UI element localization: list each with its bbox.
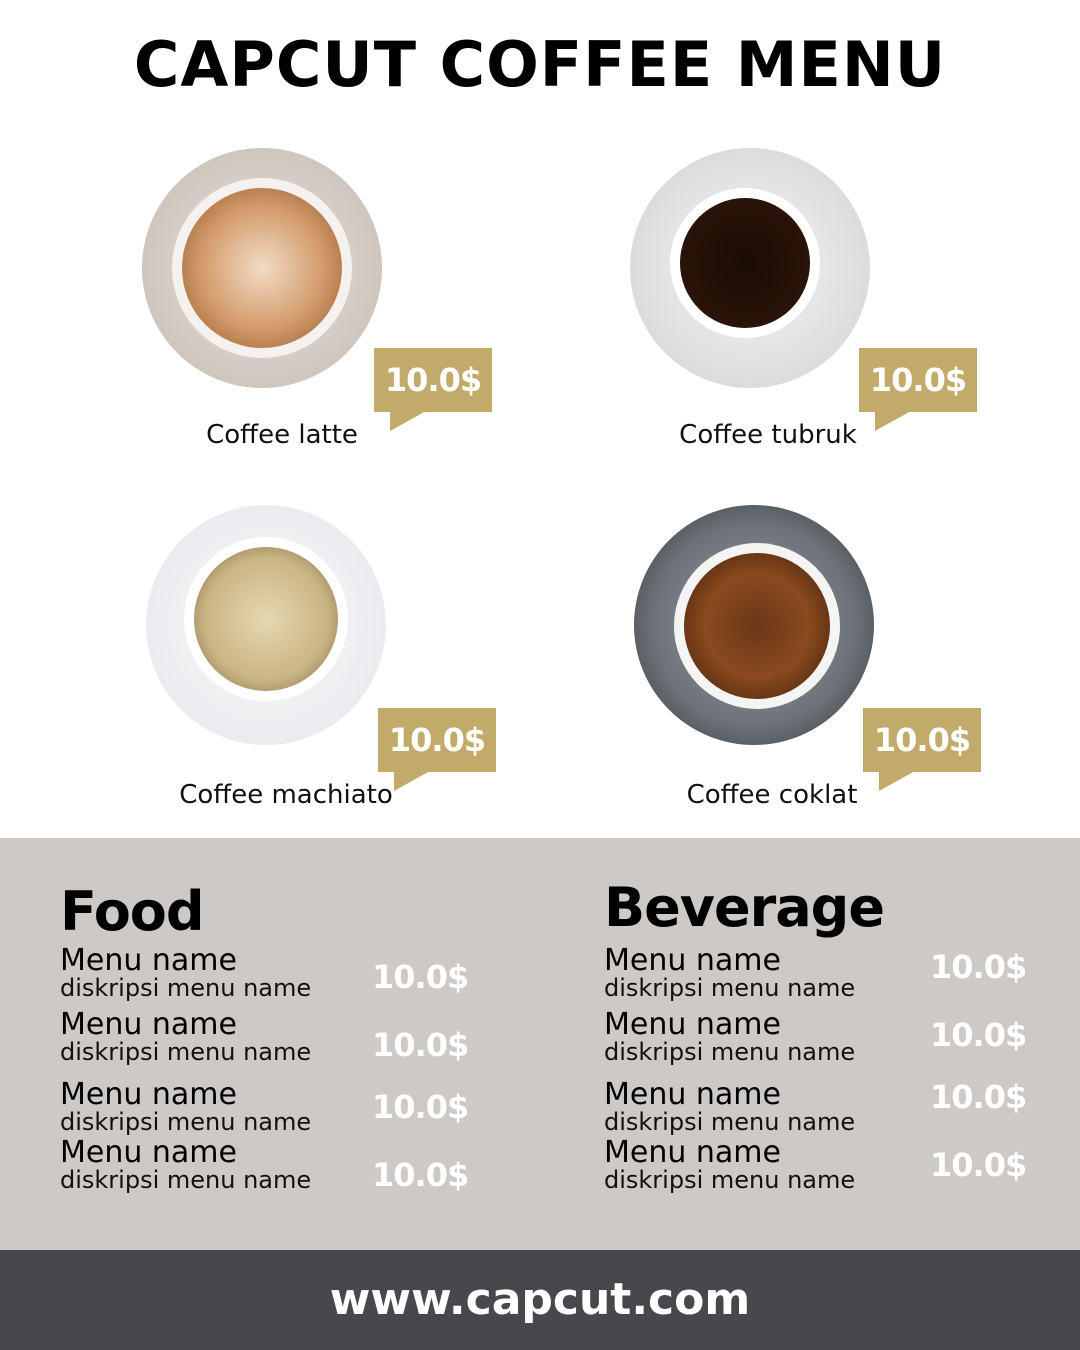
menu-item-price: 10.0$ <box>930 948 1027 986</box>
coffee-tubruk-image <box>630 148 870 388</box>
menu-item-name: Menu name <box>604 1077 781 1112</box>
menu-item-name: Menu name <box>60 943 237 978</box>
menu-item-description: diskripsi menu name <box>604 1108 856 1136</box>
food-heading: Food <box>60 880 205 943</box>
menu-item-price: 10.0$ <box>930 1078 1027 1116</box>
menu-item-price: 10.0$ <box>372 1088 469 1126</box>
menu-item-description: diskripsi menu name <box>604 974 856 1002</box>
coffee-name: Coffee machiato <box>179 780 393 810</box>
menu-item-price: 10.0$ <box>930 1146 1027 1184</box>
menu-item-name: Menu name <box>60 1007 237 1042</box>
menu-item-price: 10.0$ <box>372 958 469 996</box>
menu-list-section: Food Beverage Menu name diskripsi menu na… <box>0 838 1080 1250</box>
coffee-coklat-image <box>634 505 874 745</box>
menu-item-name: Menu name <box>60 1135 237 1170</box>
coffee-name: Coffee tubruk <box>679 420 857 450</box>
menu-item-description: diskripsi menu name <box>60 974 312 1002</box>
menu-item-description: diskripsi menu name <box>60 1038 312 1066</box>
menu-item-name: Menu name <box>604 943 781 978</box>
menu-item-price: 10.0$ <box>372 1156 469 1194</box>
coffee-name: Coffee latte <box>206 420 358 450</box>
menu-item-description: diskripsi menu name <box>604 1038 856 1066</box>
coffee-machiato-image <box>146 505 386 745</box>
menu-item-name: Menu name <box>604 1135 781 1170</box>
coffee-latte-image <box>142 148 382 388</box>
beverage-heading: Beverage <box>604 876 885 939</box>
menu-item-name: Menu name <box>604 1007 781 1042</box>
menu-item-description: diskripsi menu name <box>604 1166 856 1194</box>
price-tag: 10.0$ <box>378 708 496 791</box>
price-tag: 10.0$ <box>374 348 492 431</box>
menu-item-description: diskripsi menu name <box>60 1166 312 1194</box>
website-url: www.capcut.com <box>0 1250 1080 1350</box>
price-tag: 10.0$ <box>859 348 977 431</box>
page-title: CAPCUT COFFEE MENU <box>133 28 947 101</box>
coffee-name: Coffee coklat <box>686 780 858 810</box>
menu-item-description: diskripsi menu name <box>60 1108 312 1136</box>
price-tag: 10.0$ <box>863 708 981 791</box>
menu-item-price: 10.0$ <box>930 1016 1027 1054</box>
menu-item-price: 10.0$ <box>372 1026 469 1064</box>
menu-item-name: Menu name <box>60 1077 237 1112</box>
